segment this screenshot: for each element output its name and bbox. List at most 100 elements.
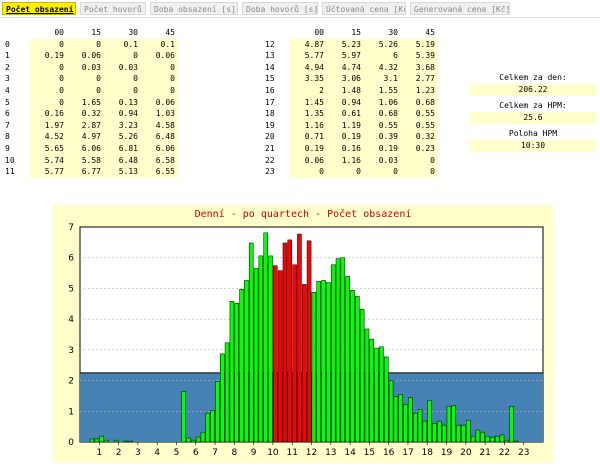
value-cell: 1.06 xyxy=(364,96,401,109)
value-cell: 0.19 xyxy=(290,142,327,155)
value-cell: 0.03 xyxy=(67,61,104,74)
x-tick-label: 14 xyxy=(344,448,356,458)
bar xyxy=(282,242,288,443)
x-tick-label: 17 xyxy=(402,448,413,458)
value-cell: 6.48 xyxy=(141,131,178,143)
tab-divider xyxy=(0,17,600,18)
value-cell: 0.94 xyxy=(104,108,141,120)
hpm-total-label: Celkem za HPM: xyxy=(499,101,567,110)
bar xyxy=(340,257,346,443)
value-cell: 0.19 xyxy=(30,50,67,62)
value-cell: 0.06 xyxy=(290,154,327,167)
value-cell: 5.97 xyxy=(327,50,364,62)
table-row: 13 5.77 5.97 6 5.39 xyxy=(262,50,438,62)
bar xyxy=(408,397,413,443)
tab-generovana-cena[interactable]: Generovaná cena [Kč] xyxy=(410,2,510,15)
bar xyxy=(273,265,278,443)
quarter-table-left: 00 15 30 45 0 0 0 0.1 0.1 1 0.19 0.06 0 0.06 2 0 0.03 0.0… xyxy=(2,27,178,178)
table-row: 10 5.74 5.58 6.48 6.58 xyxy=(2,154,178,167)
bar xyxy=(239,289,244,443)
bar xyxy=(379,346,384,443)
bar xyxy=(456,424,461,443)
bar xyxy=(89,438,95,443)
value-cell: 6.58 xyxy=(141,154,178,167)
tab-pocet-obsazeni[interactable]: Počet obsazení xyxy=(2,2,76,15)
bar xyxy=(364,328,370,443)
table-row: 21 0.19 0.16 0.19 0.23 xyxy=(262,142,438,155)
y-tick-label: 2 xyxy=(68,377,74,387)
bar xyxy=(186,437,191,443)
hpm-position-label: Poloha HPM xyxy=(508,129,558,138)
bar xyxy=(514,440,519,443)
value-cell: 1.48 xyxy=(327,84,364,97)
minute-header: 00 xyxy=(54,28,64,37)
bar xyxy=(292,264,297,443)
value-cell: 0.55 xyxy=(401,108,438,120)
tab-uctovana-cena[interactable]: Účtovaná cena [Kč] xyxy=(322,2,406,15)
bar xyxy=(200,431,206,443)
table-row: 18 1.35 0.61 0.68 0.55 xyxy=(262,108,438,120)
value-cell: 1.16 xyxy=(290,119,327,132)
table-row: 14 4.94 4.74 4.32 3.68 xyxy=(262,61,438,74)
table-row: 7 1.97 2.87 3.23 4.58 xyxy=(2,119,178,132)
table-header-row: 00 15 30 45 xyxy=(2,27,178,39)
tab-pocet-hovoru[interactable]: Počet hovorů xyxy=(80,2,146,15)
tab-label: Generovaná cena [Kč] xyxy=(414,5,510,14)
value-cell: 0.61 xyxy=(327,108,364,120)
value-cell: 0.94 xyxy=(327,96,364,109)
x-tick-label: 9 xyxy=(251,448,257,458)
bar xyxy=(210,410,215,443)
y-tick-label: 4 xyxy=(68,315,74,325)
value-cell: 5.26 xyxy=(364,38,401,51)
value-cell: 0.32 xyxy=(67,108,104,120)
table-row: 9 5.65 6.06 6.81 6.06 xyxy=(2,142,178,155)
value-cell: 6.55 xyxy=(141,166,178,178)
value-cell: 5.65 xyxy=(30,142,67,155)
bar xyxy=(244,280,249,443)
x-tick-label: 23 xyxy=(518,448,529,458)
y-tick-label: 0 xyxy=(68,438,74,448)
x-tick-label: 13 xyxy=(325,448,336,458)
bar xyxy=(181,391,186,443)
x-tick-label: 2 xyxy=(116,448,122,458)
y-tick-label: 3 xyxy=(68,346,74,356)
y-tick-label: 7 xyxy=(68,223,74,233)
x-tick-label: 19 xyxy=(441,448,453,458)
tab-label: Počet obsazení xyxy=(6,5,74,14)
tab-doba-hovoru[interactable]: Doba hovorů [s] xyxy=(242,2,318,15)
value-cell: 0.16 xyxy=(30,108,67,120)
value-cell: 0 xyxy=(67,38,104,51)
bar xyxy=(215,381,220,443)
value-cell: 2 xyxy=(290,84,327,97)
value-cell: 6.48 xyxy=(104,154,141,167)
bar xyxy=(398,394,403,443)
value-cell: 0.03 xyxy=(104,61,141,74)
x-tick-label: 15 xyxy=(364,448,375,458)
value-cell: 0.32 xyxy=(401,131,438,143)
x-tick-label: 18 xyxy=(422,448,434,458)
table-row: 15 3.35 3.06 3.1 2.77 xyxy=(262,73,438,85)
value-cell: 0 xyxy=(67,84,104,97)
hpm-position-value: 10:30 xyxy=(470,140,596,152)
bar xyxy=(350,290,355,443)
bar xyxy=(369,338,375,443)
value-cell: 2.87 xyxy=(67,119,104,132)
value-cell: 3.06 xyxy=(327,73,364,85)
day-total-value: 206.22 xyxy=(470,84,596,96)
value-cell: 5.13 xyxy=(104,166,141,178)
hour-label: 0 xyxy=(5,39,10,49)
bar xyxy=(321,280,326,443)
hour-label: 14 xyxy=(265,62,275,72)
value-cell: 5.77 xyxy=(30,166,67,178)
x-tick-label: 4 xyxy=(154,448,160,458)
value-cell: 0.06 xyxy=(141,50,178,62)
value-cell: 1.35 xyxy=(290,108,327,120)
bar xyxy=(437,420,442,443)
tab-doba-obsazeni[interactable]: Doba obsazení [s] xyxy=(150,2,238,15)
x-tick-label: 6 xyxy=(193,448,199,458)
y-tick-label: 1 xyxy=(68,407,74,417)
value-cell: 0.68 xyxy=(401,96,438,109)
tab-label: Doba obsazení [s] xyxy=(154,5,236,14)
hour-label: 12 xyxy=(265,39,275,49)
